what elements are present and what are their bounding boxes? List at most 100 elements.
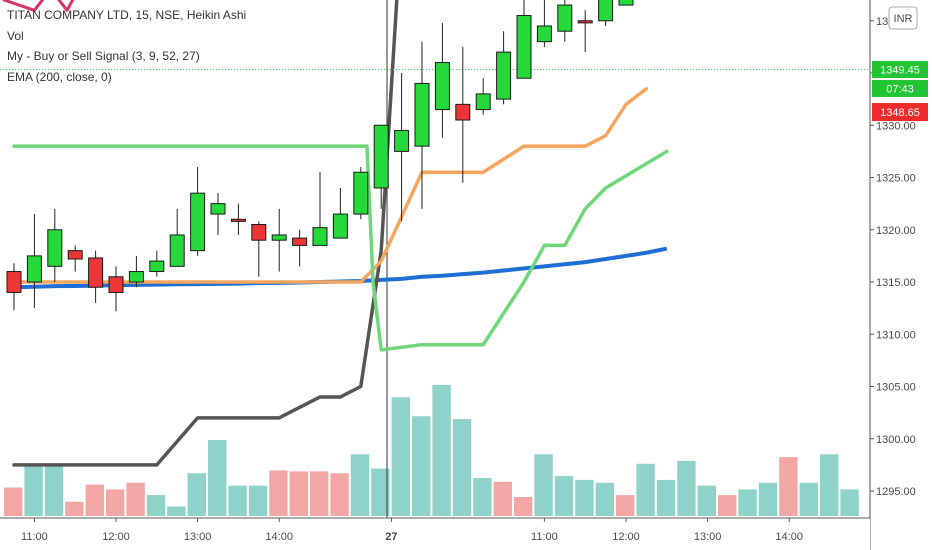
legend-signal[interactable]: My - Buy or Sell Signal (3, 9, 52, 27) <box>7 49 200 63</box>
candle-body <box>577 20 593 24</box>
candle-body <box>230 218 246 222</box>
volume-bar <box>167 506 186 516</box>
volume-bar <box>146 495 166 516</box>
time-axis-layer: 11:00 12:00 13:00 14:00 27 11:00 12:00 13:00 14:… <box>0 517 870 550</box>
candle-body <box>67 250 83 260</box>
volume-bar <box>65 501 84 516</box>
volume-bar <box>493 481 512 516</box>
price-tick-label: 1320.00 <box>876 225 916 237</box>
volume-layer <box>4 384 859 516</box>
volume-bar <box>718 495 737 516</box>
candle-body <box>557 4 573 32</box>
candle-body <box>414 82 430 147</box>
legend-ema[interactable]: EMA (200, close, 0) <box>7 69 112 84</box>
candle-body <box>47 229 63 267</box>
candle-body <box>434 62 450 111</box>
volume-bar <box>187 473 206 516</box>
candle-body <box>496 51 512 100</box>
volume-bar <box>575 479 594 516</box>
candle-body <box>6 271 22 293</box>
volume-bar <box>106 489 125 516</box>
volume-bar <box>208 440 227 516</box>
currency-button[interactable] <box>888 6 918 30</box>
candle-body <box>251 224 267 241</box>
volume-bar <box>24 463 43 516</box>
volume-bar <box>371 468 390 516</box>
candle-body <box>332 213 348 239</box>
volume-bar <box>758 482 778 516</box>
volume-bar <box>4 487 23 516</box>
candle-body <box>373 124 389 189</box>
volume-bar <box>534 454 553 516</box>
time-tick-label: 12:00 <box>102 531 130 543</box>
time-tick-label: 14:00 <box>775 531 803 543</box>
price-tick-label: 1315.00 <box>876 277 916 289</box>
time-tick-label: 13:00 <box>184 531 212 543</box>
currency-button-label[interactable]: INR <box>894 13 913 25</box>
volume-bar <box>269 470 288 516</box>
candle-body <box>271 234 287 241</box>
signal-line-2 <box>12 144 669 352</box>
current-price-tag-bg <box>872 61 928 78</box>
candle-body <box>190 192 206 252</box>
price-tick-label: 1295.00 <box>876 486 916 498</box>
candle-body <box>353 171 369 215</box>
current-price-tag: 1349.45 <box>880 65 920 77</box>
volume-bar <box>595 482 614 516</box>
candle-body <box>292 237 308 246</box>
volume-bar <box>432 384 451 516</box>
volume-bar <box>126 482 145 516</box>
time-tick-label: 12:00 <box>612 531 640 543</box>
candle-body <box>169 234 185 267</box>
candle-body <box>312 227 328 246</box>
price-tick-label: 1300.00 <box>876 434 916 446</box>
volume-bar <box>738 489 757 516</box>
volume-bar <box>248 485 268 516</box>
price-tick-label: 1305.00 <box>876 382 916 394</box>
volume-bar <box>473 478 492 516</box>
volume-bar <box>636 463 655 516</box>
signal-line-3 <box>2 0 75 12</box>
volume-bar <box>228 485 247 516</box>
candle-body <box>149 260 165 273</box>
candle-body <box>128 271 144 283</box>
candle-body <box>598 0 614 22</box>
volume-bar <box>85 484 104 516</box>
time-tick-label: 11:00 <box>531 531 558 543</box>
candle-body <box>475 93 491 111</box>
legend-vol[interactable]: Vol <box>7 28 24 43</box>
price-axis-layer: 1295.00 1300.00 1305.00 1310.00 1315.00 1320.… <box>869 0 932 550</box>
volume-bar <box>289 471 308 516</box>
time-tick-label: 14:00 <box>265 531 293 543</box>
volume-bar <box>779 457 798 516</box>
volume-bar <box>330 473 349 516</box>
volume-bar <box>310 471 329 516</box>
countdown-tag: 07:43 <box>886 84 914 96</box>
previous-price-tag-bg <box>872 103 928 121</box>
volume-bar <box>616 495 635 516</box>
signal-line-0 <box>12 0 399 467</box>
previous-price-tag: 1348.65 <box>880 107 920 119</box>
volume-bar <box>452 419 472 516</box>
price-tick-label: 1325.00 <box>876 173 916 185</box>
volume-bar <box>391 397 410 516</box>
volume-bar <box>514 497 533 516</box>
volume-bar <box>350 454 370 516</box>
volume-bar <box>799 482 818 516</box>
volume-bar <box>412 416 431 516</box>
volume-bar <box>656 479 676 516</box>
volume-bar <box>840 489 859 516</box>
candle-body <box>536 25 552 43</box>
chart-legend: TITAN COMPANY LTD, 15, NSE, Heikin Ashi … <box>7 5 246 87</box>
signal-line-1 <box>12 86 649 284</box>
legend-title[interactable]: TITAN COMPANY LTD, 15, NSE, Heikin Ashi <box>7 8 247 22</box>
candle-body <box>108 276 124 293</box>
candle-body <box>210 203 226 215</box>
countdown-tag-bg <box>872 80 928 97</box>
volume-bar <box>820 454 839 516</box>
time-tick-label: 27 <box>385 531 397 543</box>
time-axis-bg <box>0 518 870 550</box>
candle-body <box>516 15 532 79</box>
